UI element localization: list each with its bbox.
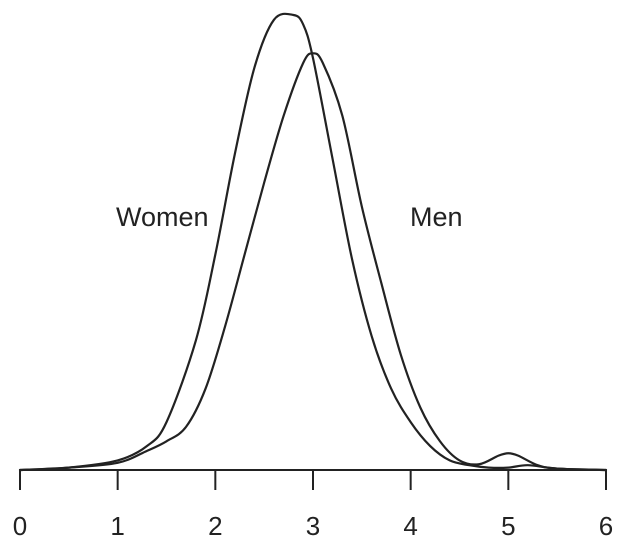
series-labels: Women Men (116, 202, 463, 232)
x-tick-label: 3 (306, 511, 320, 541)
x-tick-label: 5 (501, 511, 515, 541)
x-tick-label: 6 (599, 511, 613, 541)
x-tick-label: 0 (13, 511, 27, 541)
plot-area (18, 12, 608, 472)
series-label-women: Women (116, 202, 209, 232)
density-curve-women (18, 12, 608, 472)
x-tick-label: 1 (110, 511, 124, 541)
x-tick-label: 2 (208, 511, 222, 541)
x-axis: 0 1 2 3 4 5 6 (13, 469, 613, 541)
x-tick-label: 4 (403, 511, 417, 541)
series-label-men: Men (410, 202, 463, 232)
density-curve-men (18, 52, 608, 472)
